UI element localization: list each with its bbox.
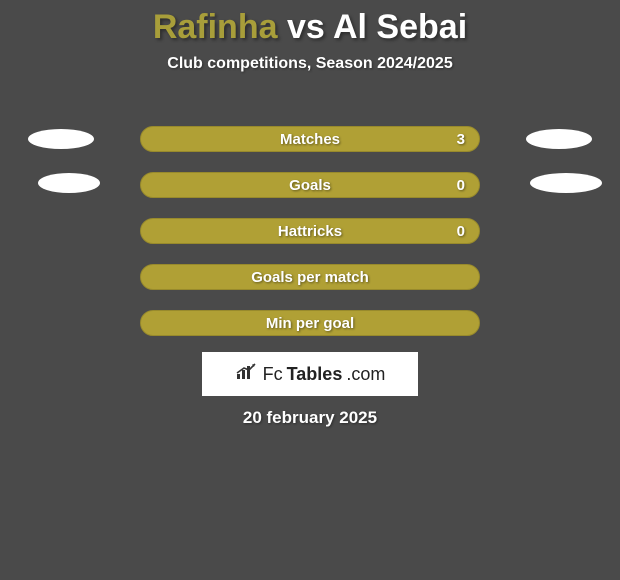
stat-label: Hattricks bbox=[141, 219, 479, 245]
stat-bar: Goals0 bbox=[140, 172, 480, 198]
stat-value: 3 bbox=[457, 127, 465, 153]
stat-bar: Hattricks0 bbox=[140, 218, 480, 244]
logo-fc: Fc bbox=[263, 364, 283, 385]
stat-value: 0 bbox=[457, 173, 465, 199]
player2-name: Al Sebai bbox=[333, 8, 467, 46]
stat-bar: Min per goal bbox=[140, 310, 480, 336]
logo-tables: Tables bbox=[287, 364, 343, 385]
stat-row: Matches3 bbox=[0, 122, 620, 168]
stat-label: Goals bbox=[141, 173, 479, 199]
player1-name: Rafinha bbox=[153, 8, 278, 46]
stat-rows: Matches3Goals0Hattricks0Goals per matchM… bbox=[0, 122, 620, 352]
stat-value: 0 bbox=[457, 219, 465, 245]
stat-row: Goals per match bbox=[0, 260, 620, 306]
stat-label: Matches bbox=[141, 127, 479, 153]
subtitle: Club competitions, Season 2024/2025 bbox=[0, 55, 620, 73]
stat-bar: Goals per match bbox=[140, 264, 480, 290]
stat-label: Min per goal bbox=[141, 311, 479, 337]
logo-text: FcTables.com bbox=[235, 363, 386, 386]
chart-icon bbox=[235, 363, 257, 386]
stat-row: Goals0 bbox=[0, 168, 620, 214]
left-ellipse bbox=[38, 173, 100, 193]
date-text: 20 february 2025 bbox=[0, 408, 620, 428]
vs-text: vs bbox=[287, 8, 325, 46]
fctables-logo: FcTables.com bbox=[202, 352, 418, 396]
stat-bar: Matches3 bbox=[140, 126, 480, 152]
stat-row: Min per goal bbox=[0, 306, 620, 352]
right-ellipse bbox=[526, 129, 592, 149]
page-title: Rafinha vs Al Sebai bbox=[0, 0, 620, 47]
stat-row: Hattricks0 bbox=[0, 214, 620, 260]
logo-tld: .com bbox=[346, 364, 385, 385]
left-ellipse bbox=[28, 129, 94, 149]
right-ellipse bbox=[530, 173, 602, 193]
stat-label: Goals per match bbox=[141, 265, 479, 291]
